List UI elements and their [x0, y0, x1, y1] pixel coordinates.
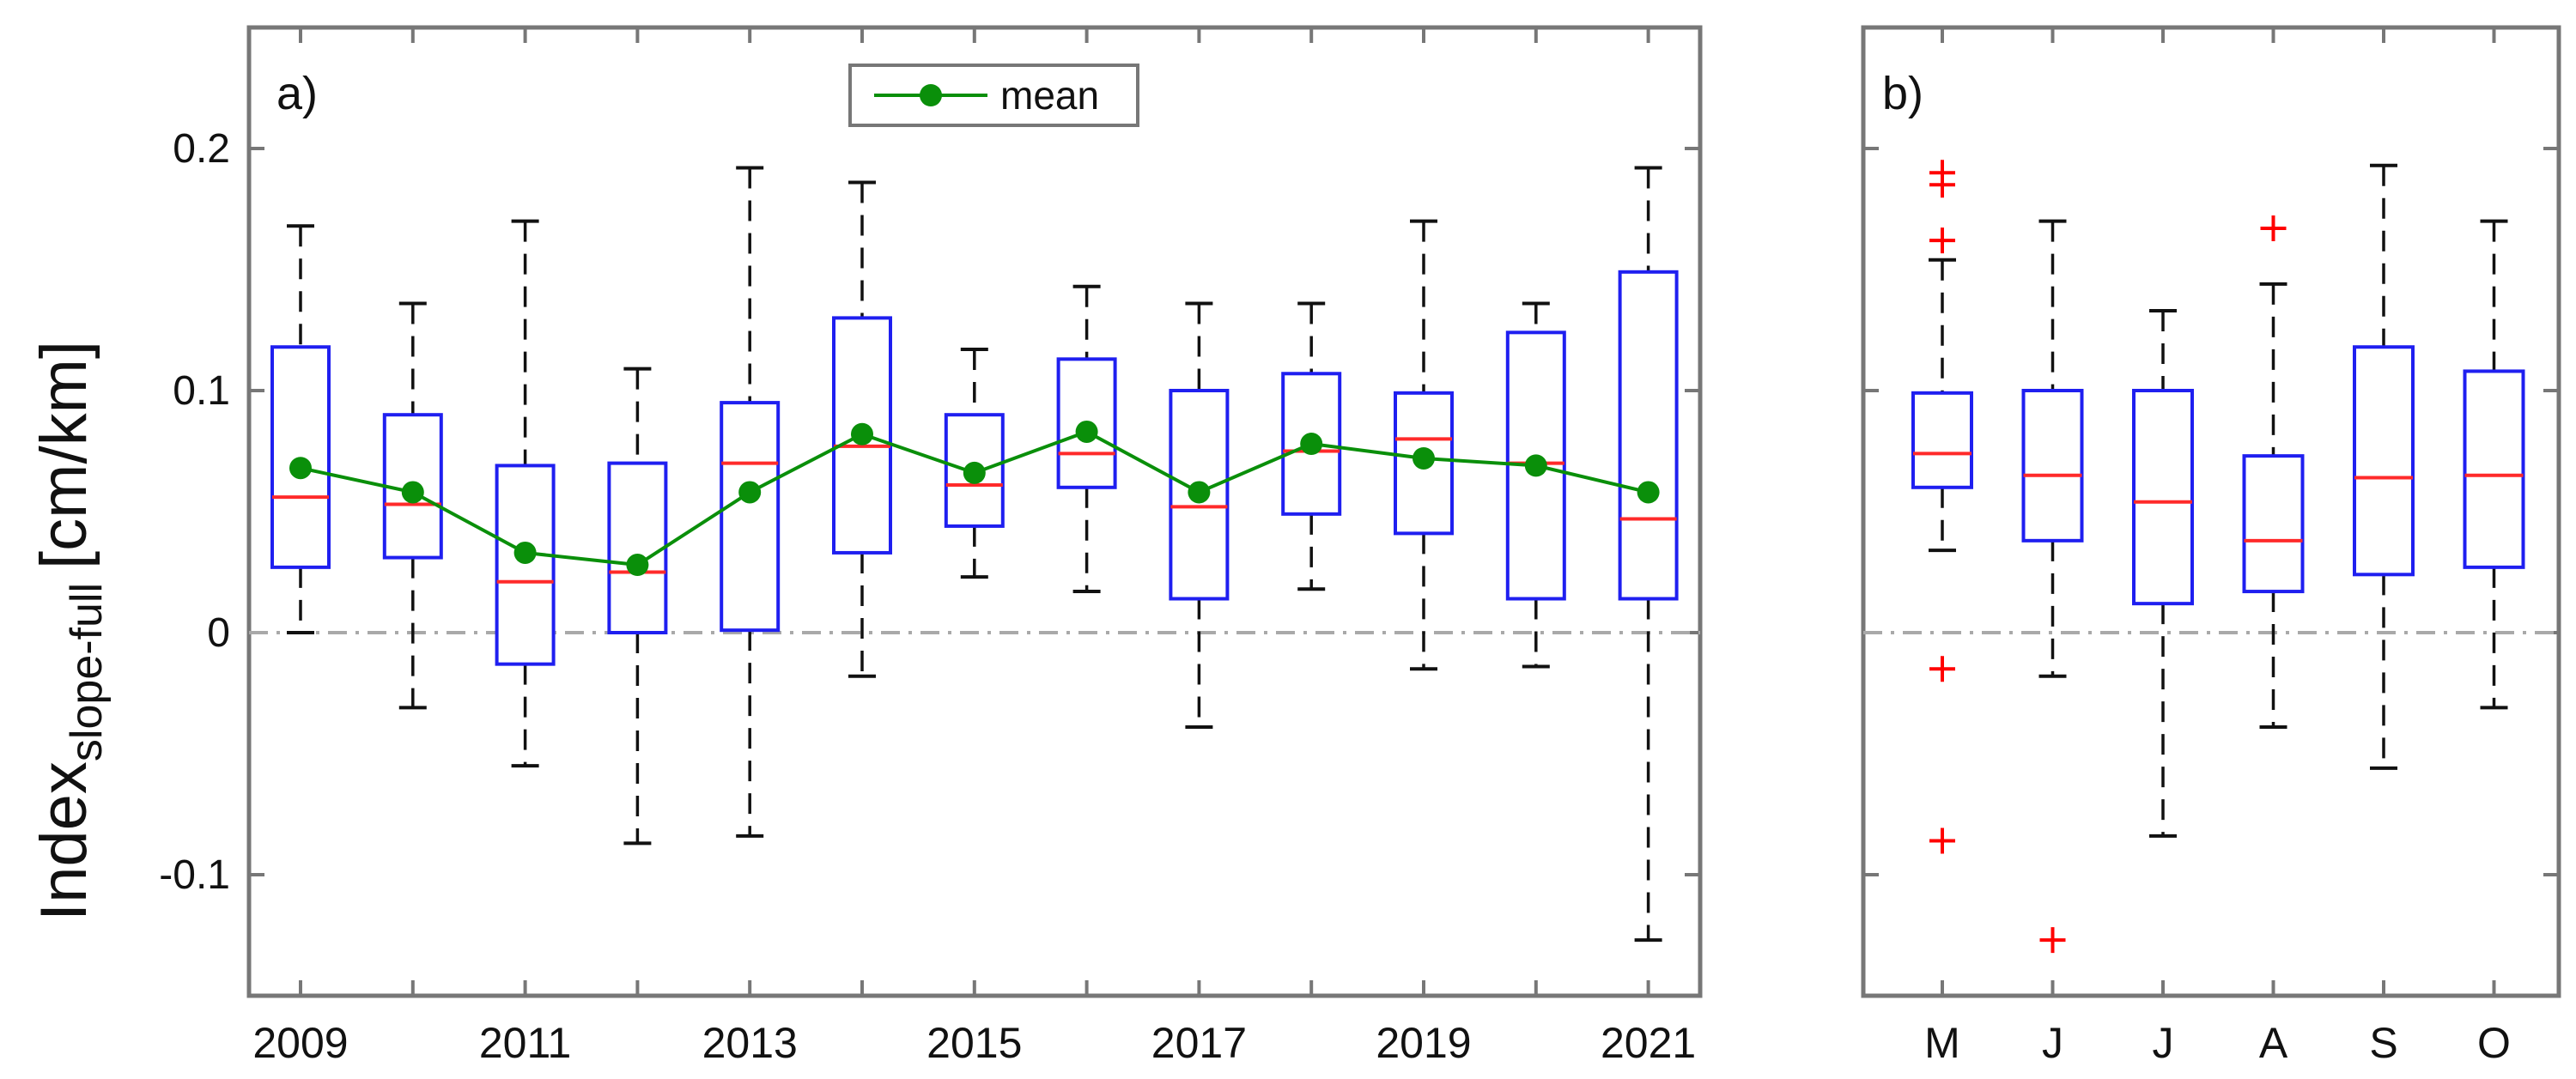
mean-point: [1300, 433, 1323, 456]
mean-point: [963, 461, 986, 484]
x-tick-label: J: [2042, 1019, 2063, 1067]
box-iqr: [2463, 369, 2525, 569]
x-tick-label: S: [2369, 1019, 2397, 1067]
mean-point: [401, 481, 424, 504]
box-iqr: [2021, 389, 2084, 543]
box-5: [720, 166, 781, 838]
mean-point: [851, 422, 873, 446]
panel-b: b) M J J A S O: [1861, 25, 2561, 1067]
y-tick-label: 0.1: [173, 368, 230, 414]
mean-point: [738, 481, 762, 504]
panel-a: a) -0.1 0 0.1 0.2 2009 2011 2013 2015 2017 2019 20…: [159, 25, 1703, 1067]
x-tick-label: 2009: [252, 1019, 348, 1067]
legend-mean-marker: [920, 84, 942, 106]
box-iqr: [2242, 454, 2305, 594]
x-tick-label: O: [2477, 1019, 2511, 1067]
mean-point: [289, 457, 312, 480]
y-axis-label: Indexslope-full [cm/km]: [27, 341, 112, 921]
mean-point: [626, 554, 649, 577]
panel-a-boxes: [270, 166, 1679, 943]
outlier-marker: [1929, 227, 1955, 254]
box-iqr: [2353, 345, 2415, 577]
box-iqr: [2132, 389, 2194, 606]
box-4: [2242, 215, 2305, 729]
x-tick-label: 2011: [479, 1019, 572, 1067]
y-axis-label-main: Index: [27, 761, 100, 921]
box-iqr: [1911, 391, 1973, 489]
y-tick-label: 0: [207, 610, 230, 656]
mean-point: [513, 541, 537, 564]
box-iqr: [495, 464, 556, 666]
panel-a-label: a): [276, 68, 318, 119]
mean-point: [1188, 481, 1211, 504]
x-tick-label: M: [1924, 1019, 1960, 1067]
y-axis-label-subscript: slope-full: [62, 583, 112, 761]
box-7: [944, 348, 1005, 579]
box-11: [1394, 219, 1454, 671]
box-9: [1169, 301, 1230, 729]
box-iqr: [1618, 270, 1679, 601]
x-tick-label: 2013: [702, 1019, 798, 1067]
panel-b-label: b): [1882, 68, 1923, 119]
x-tick-label: J: [2153, 1019, 2174, 1067]
box-6: [2463, 219, 2525, 710]
legend-mean-label: mean: [1000, 73, 1099, 118]
panel-a-mean-series: [289, 420, 1660, 577]
box-2: [382, 301, 443, 710]
outlier-marker: [1929, 827, 1955, 854]
panel-b-frame: [1861, 25, 2561, 998]
y-tick-label: 0.2: [173, 126, 230, 172]
box-iqr: [607, 461, 668, 634]
box-4: [607, 367, 668, 846]
box-iqr: [720, 401, 781, 633]
box-1: [1911, 160, 1973, 854]
mean-point: [1075, 420, 1098, 443]
box-2: [2021, 219, 2084, 954]
box-12: [1505, 301, 1566, 669]
box-1: [270, 224, 331, 634]
y-axis-label-unit: [cm/km]: [27, 341, 100, 569]
box-3: [2132, 308, 2194, 838]
box-iqr: [1169, 389, 1230, 601]
outlier-marker: [2260, 215, 2287, 242]
box-5: [2353, 163, 2415, 770]
outlier-marker: [1929, 172, 1955, 198]
mean-point: [1637, 481, 1660, 504]
box-iqr: [944, 413, 1005, 528]
box-13: [1618, 166, 1679, 943]
y-tick-label: -0.1: [159, 852, 230, 898]
mean-point: [1413, 446, 1435, 470]
panel-a-ticks: -0.1 0 0.1 0.2 2009 2011 2013 2015 2017 2019 2021: [159, 27, 1700, 1067]
outlier-marker: [1929, 656, 1955, 682]
x-tick-label: 2017: [1151, 1019, 1247, 1067]
x-tick-label: 2019: [1376, 1019, 1471, 1067]
x-tick-label: A: [2259, 1019, 2288, 1067]
legend: mean: [848, 64, 1139, 127]
outlier-marker: [2039, 927, 2066, 954]
panel-b-boxes: [1911, 160, 2525, 954]
x-tick-label: 2021: [1601, 1019, 1696, 1067]
box-3: [495, 219, 556, 768]
mean-point: [1524, 454, 1547, 477]
x-tick-label: 2015: [927, 1019, 1022, 1067]
